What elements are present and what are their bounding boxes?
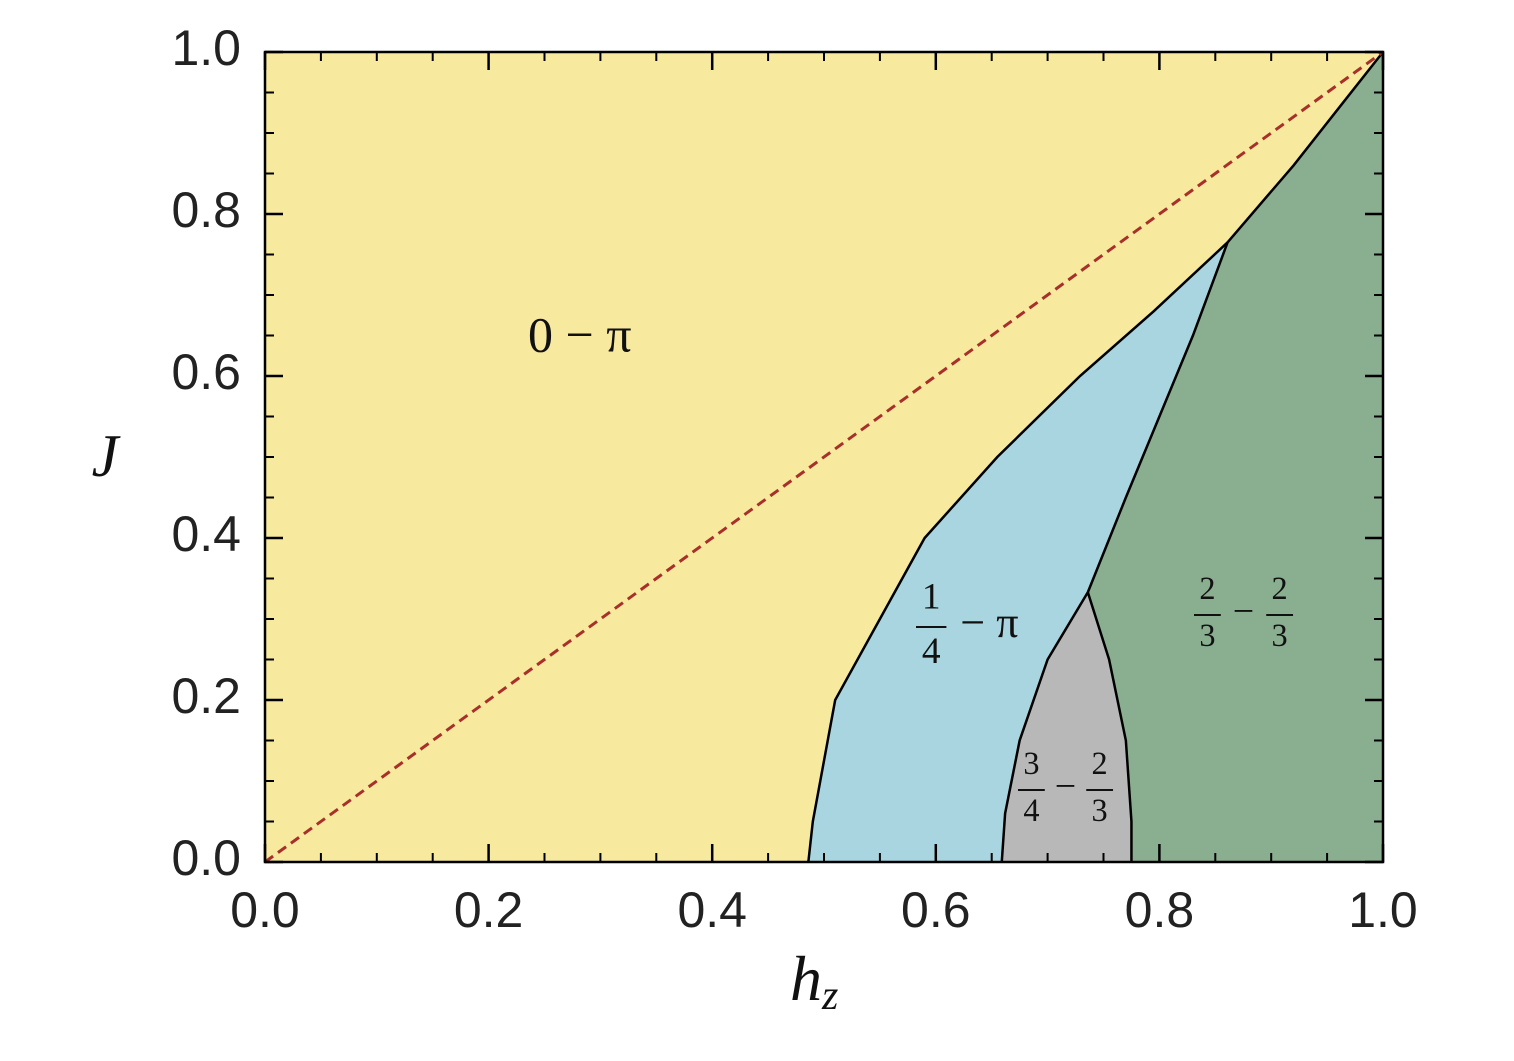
fraction-numerator: 1 — [922, 576, 941, 617]
fraction-denominator: 3 — [1272, 617, 1288, 653]
fraction-numerator: 2 — [1199, 570, 1215, 606]
fraction-denominator: 3 — [1092, 792, 1108, 828]
region-label: 0 − π — [528, 306, 631, 362]
x-axis-label-base: h — [790, 943, 822, 1014]
region — [1087, 52, 1383, 862]
phase-boundary — [1086, 241, 1229, 593]
fraction-numerator: 2 — [1272, 570, 1288, 606]
x-tick-label: 1.0 — [1348, 882, 1418, 938]
fraction-denominator: 3 — [1199, 617, 1215, 653]
y-axis-label: J — [92, 423, 121, 489]
y-tick-label: 0.2 — [171, 668, 241, 724]
x-tick-label: 0.8 — [1125, 882, 1195, 938]
x-tick-label: 0.0 — [230, 882, 300, 938]
fraction-denominator: 4 — [1023, 792, 1039, 828]
phase-boundary — [1226, 51, 1384, 244]
y-tick-label: 0.0 — [171, 830, 241, 886]
region-label: − — [1233, 591, 1254, 633]
y-tick-label: 1.0 — [171, 20, 241, 76]
fraction-numerator: 3 — [1023, 745, 1039, 781]
phase-boundary — [807, 241, 1229, 863]
x-tick-label: 0.6 — [901, 882, 971, 938]
region-label: − π — [960, 598, 1018, 647]
region-label: − — [1055, 766, 1076, 808]
x-axis-label: hz — [790, 943, 838, 1019]
region — [1001, 592, 1132, 862]
dashed-line — [264, 50, 1384, 864]
x-tick-label: 0.2 — [454, 882, 524, 938]
y-tick-label: 0.8 — [171, 182, 241, 238]
fraction-denominator: 4 — [922, 631, 941, 672]
x-tick-label: 0.4 — [677, 882, 747, 938]
x-axis-label-subscript: z — [821, 973, 838, 1019]
phase-boundary — [1086, 591, 1133, 862]
fraction-numerator: 2 — [1092, 745, 1108, 781]
region — [808, 242, 1228, 863]
y-tick-label: 0.4 — [171, 506, 241, 562]
phase-boundary — [1000, 591, 1089, 863]
y-tick-label: 0.6 — [171, 344, 241, 400]
